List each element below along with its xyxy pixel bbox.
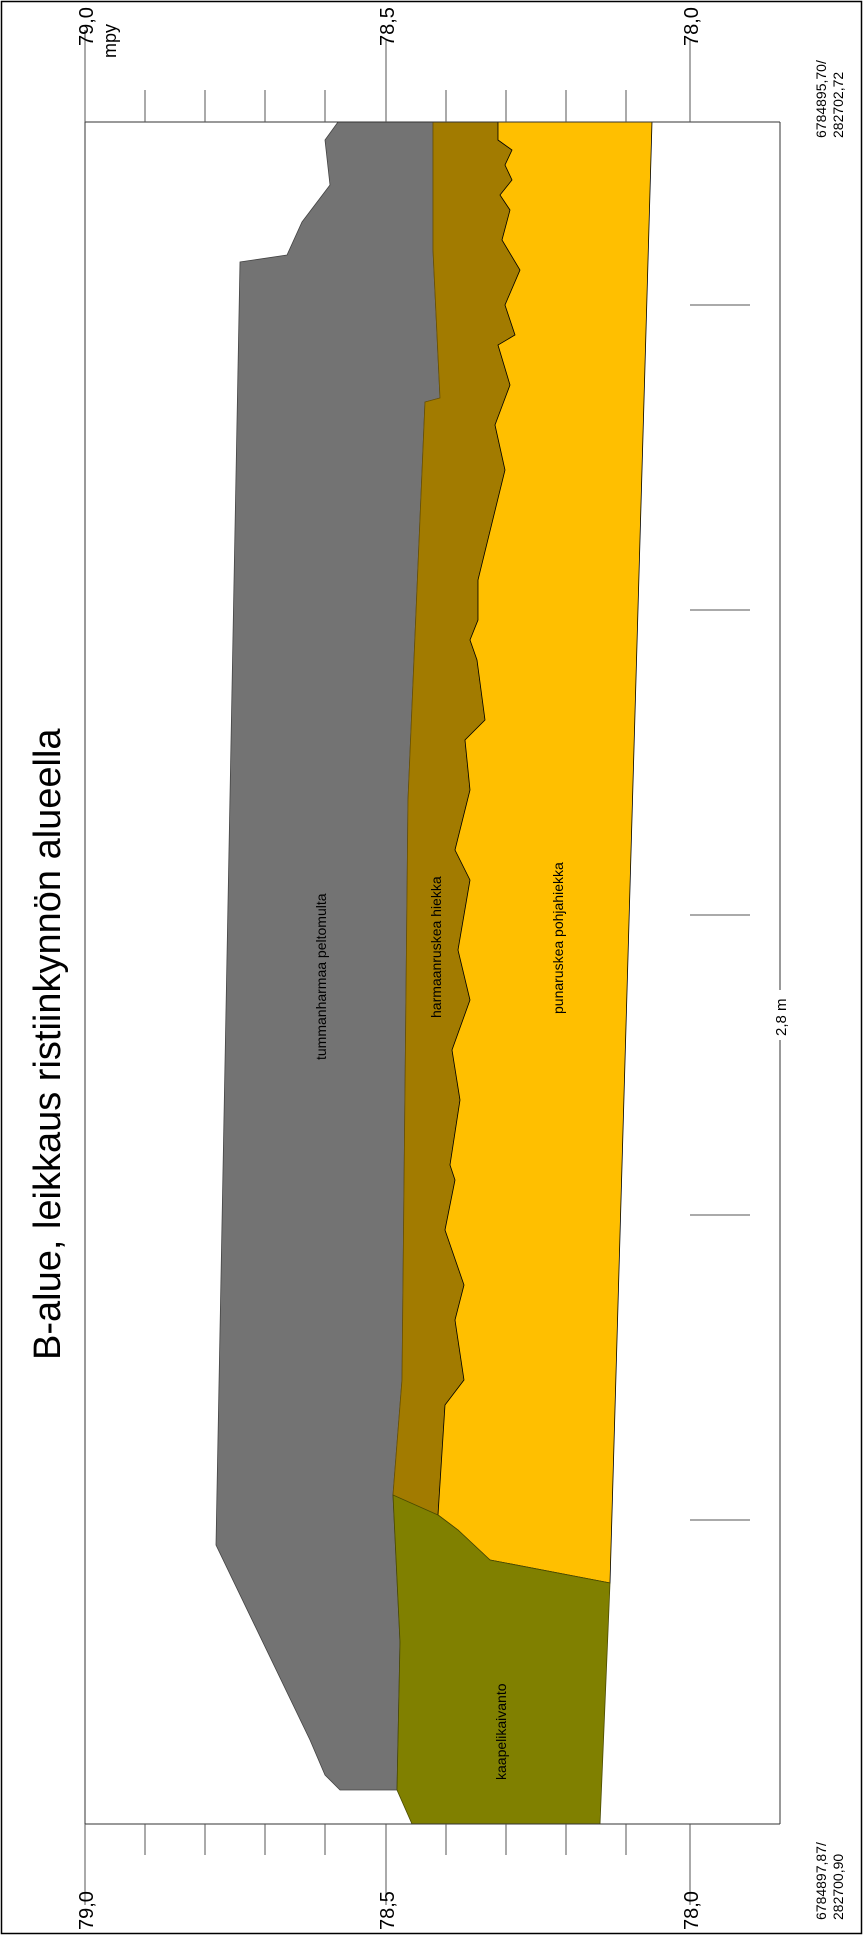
- top-label-79-0: 79,0: [76, 7, 98, 46]
- distance-ticks: [690, 304, 750, 1521]
- drawing-title: B-alue, leikkaus ristiinkynnön alueella: [27, 728, 69, 1360]
- layer-cable-trench: [392, 1494, 611, 1825]
- label-cable-trench: kaapelikaivanto: [493, 1683, 509, 1780]
- bottom-label-78-5: 78,5: [377, 1891, 399, 1930]
- soil-profile: [215, 121, 653, 1825]
- top-coordinate-line2: 282702,72: [830, 72, 846, 138]
- bottom-label-78-0: 78,0: [681, 1891, 703, 1930]
- layer-base-sand: [437, 121, 653, 1584]
- label-sand: harmaanruskea hiekka: [428, 876, 444, 1018]
- bottom-coordinate-line2: 282700,90: [830, 1854, 846, 1920]
- top-coordinate-line1: 6784895,70/: [813, 60, 829, 138]
- length-label: 2,8 m: [773, 998, 790, 1036]
- top-label-78-0: 78,0: [681, 7, 703, 46]
- profile-frame: [84, 30, 781, 1905]
- top-elevation-ticks: [84, 40, 691, 122]
- bottom-elevation-ticks: [84, 1824, 691, 1905]
- top-label-78-5: 78,5: [377, 7, 399, 46]
- length-label-bg: [768, 990, 792, 1040]
- bottom-label-79-0: 79,0: [76, 1891, 98, 1930]
- bottom-coordinate-line1: 6784897,87/: [813, 1842, 829, 1920]
- label-topsoil: tummanharmaa peltomulta: [313, 893, 329, 1060]
- top-unit-label: mpy: [100, 24, 120, 58]
- label-base-sand: punaruskea pohjahiekka: [550, 862, 566, 1014]
